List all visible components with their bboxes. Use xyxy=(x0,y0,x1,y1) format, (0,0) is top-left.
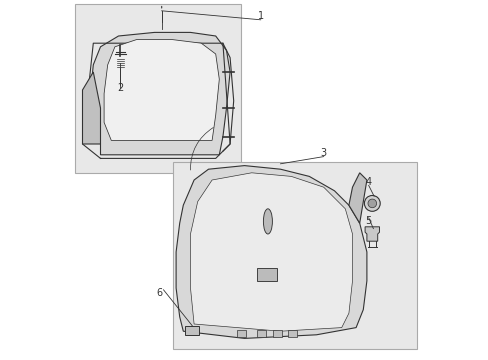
Circle shape xyxy=(367,199,376,208)
PathPatch shape xyxy=(348,173,366,223)
Text: 3: 3 xyxy=(320,148,326,158)
Text: 5: 5 xyxy=(365,216,371,226)
Bar xyxy=(273,330,282,337)
PathPatch shape xyxy=(104,40,219,140)
Circle shape xyxy=(364,195,380,211)
Text: 1: 1 xyxy=(257,11,263,21)
PathPatch shape xyxy=(176,166,366,338)
Bar xyxy=(237,330,246,337)
Text: 2: 2 xyxy=(117,83,123,93)
Bar xyxy=(75,4,241,173)
Bar xyxy=(287,330,296,337)
PathPatch shape xyxy=(190,173,352,331)
Text: 4: 4 xyxy=(365,177,371,187)
Bar xyxy=(172,162,416,349)
PathPatch shape xyxy=(82,72,101,144)
PathPatch shape xyxy=(365,227,379,241)
Ellipse shape xyxy=(263,209,272,234)
Text: 6: 6 xyxy=(157,288,163,298)
Bar xyxy=(185,326,199,335)
Bar xyxy=(257,268,276,281)
PathPatch shape xyxy=(89,32,230,155)
Bar xyxy=(257,330,265,337)
